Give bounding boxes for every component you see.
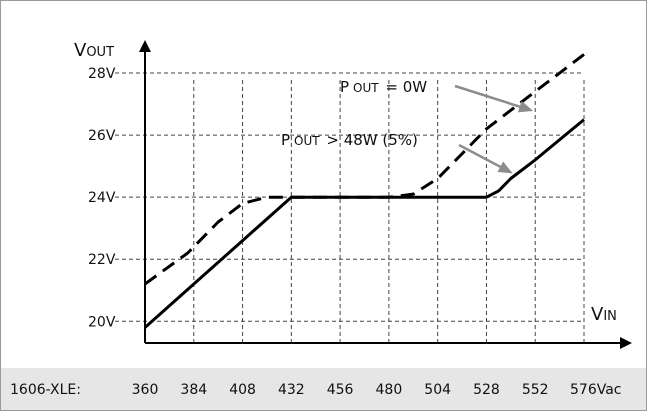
series-line-dashed bbox=[144, 53, 585, 286]
y-tick-label: 28V bbox=[88, 66, 116, 82]
x-tick-label: 552 bbox=[522, 382, 549, 398]
annotation-pout-0w: P OUT = 0W bbox=[340, 78, 427, 96]
annotation-pout-0w-sub: OUT bbox=[353, 81, 379, 95]
x-row-label: 1606-XLE: bbox=[10, 382, 81, 398]
y-axis-title: VOUT bbox=[74, 40, 114, 61]
annotation-pout-48w: P OUT > 48W (5%) bbox=[281, 131, 418, 149]
x-tick-label: 528 bbox=[473, 382, 500, 398]
y-tick-label: 22V bbox=[88, 252, 116, 268]
annotation-pout-48w-main: P bbox=[281, 131, 290, 149]
grid-lines bbox=[115, 72, 585, 343]
y-tick-labels: 20V 22V 24V 26V 28V bbox=[88, 66, 116, 330]
annotation-pout-0w-rest: = 0W bbox=[381, 78, 428, 96]
footer-band bbox=[1, 368, 646, 410]
x-tick-label: 384 bbox=[180, 382, 207, 398]
x-tick-label: 504 bbox=[424, 382, 451, 398]
x-tick-label: 456 bbox=[327, 382, 354, 398]
x-tick-labels: 360 384 408 432 456 480 504 528 552 576Vac bbox=[132, 382, 622, 398]
annotation-arrows bbox=[454, 84, 534, 174]
y-tick-label: 24V bbox=[88, 190, 116, 206]
series-line-solid bbox=[144, 118, 585, 329]
x-tick-label: 480 bbox=[376, 382, 403, 398]
y-tick-label: 20V bbox=[88, 314, 116, 330]
y-axis-title-sub: OUT bbox=[86, 45, 114, 60]
x-axis-title: VIN bbox=[591, 304, 617, 325]
x-tick-label: 408 bbox=[229, 382, 256, 398]
annotation-pout-48w-sub: OUT bbox=[294, 134, 320, 148]
series-lines bbox=[144, 53, 585, 329]
annotation-pout-48w-rest: > 48W (5%) bbox=[322, 131, 418, 149]
annotation-arrow bbox=[454, 84, 534, 113]
x-tick-label: 360 bbox=[132, 382, 159, 398]
y-axis-title-main: V bbox=[74, 40, 87, 61]
x-axis-title-main: V bbox=[591, 304, 604, 325]
x-tick-label: 576Vac bbox=[570, 382, 622, 398]
y-tick-label: 26V bbox=[88, 128, 116, 144]
annotation-arrow bbox=[458, 143, 513, 174]
x-tick-label: 432 bbox=[278, 382, 305, 398]
annotation-pout-0w-main: P bbox=[340, 78, 349, 96]
x-axis-title-sub: IN bbox=[603, 309, 617, 324]
